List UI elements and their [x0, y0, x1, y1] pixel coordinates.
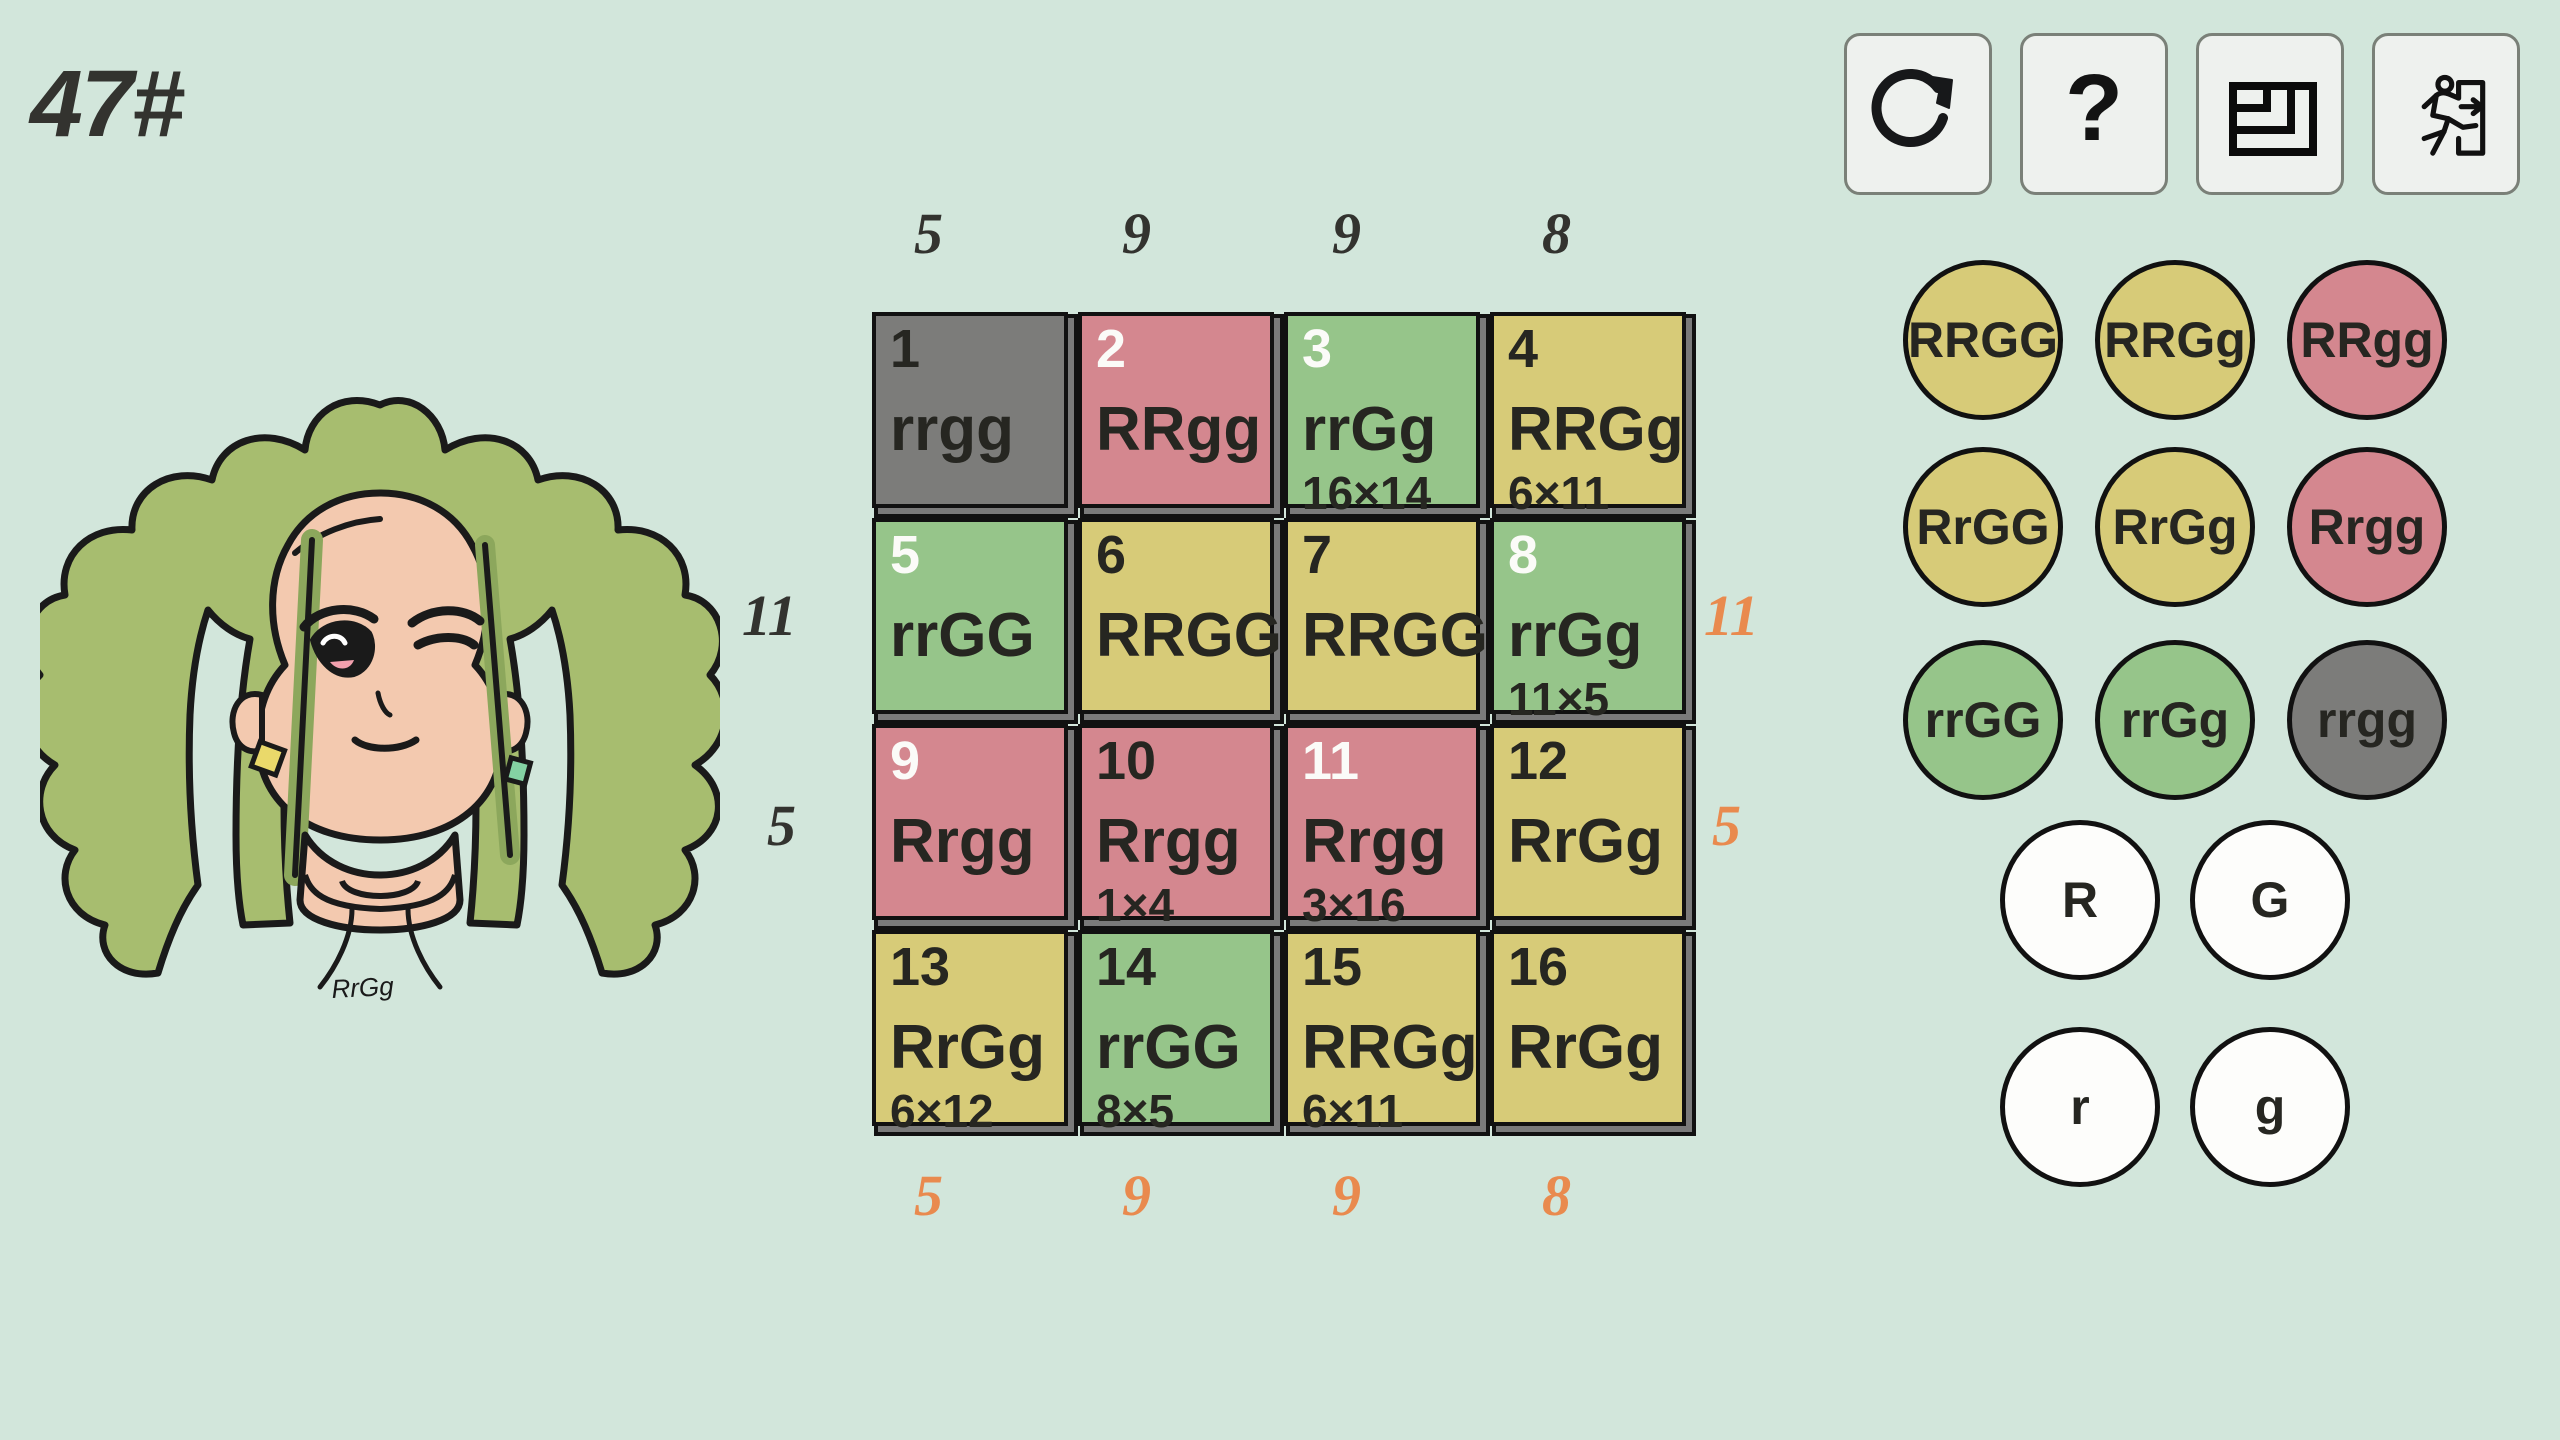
svg-text:RrGg: RrGg: [331, 971, 395, 1004]
